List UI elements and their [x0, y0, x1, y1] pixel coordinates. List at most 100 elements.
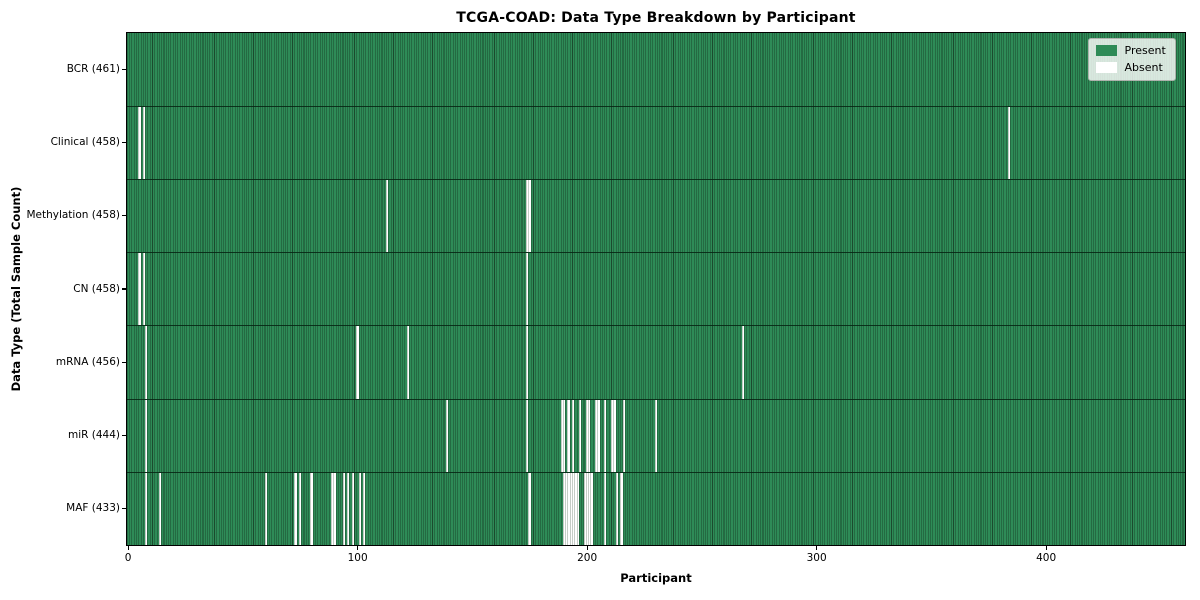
absent-cell — [264, 472, 267, 545]
y-tick-mark — [122, 434, 126, 436]
legend-item-absent: Absent — [1095, 60, 1166, 74]
absent-cell — [590, 472, 593, 545]
x-tick-mark — [1045, 546, 1047, 550]
y-tick-label: mRNA (456) — [55, 355, 120, 368]
absent-cell — [145, 399, 148, 472]
chart-title: TCGA-COAD: Data Type Breakdown by Partic… — [456, 10, 856, 26]
absent-cell — [145, 472, 148, 545]
y-tick-mark — [122, 361, 126, 363]
absent-cell — [585, 472, 589, 545]
x-tick-mark — [357, 546, 359, 550]
absent-cell — [588, 399, 591, 472]
absent-cell — [572, 472, 575, 545]
y-tick-label: Methylation (458) — [26, 209, 120, 222]
absent-cell — [356, 326, 359, 399]
absent-cell — [294, 472, 297, 545]
absent-cell — [138, 106, 141, 180]
y-tick-label: Clinical (458) — [50, 136, 120, 149]
absent-cell — [567, 472, 570, 545]
y-tick-mark — [122, 142, 126, 144]
x-tick-mark — [816, 546, 818, 550]
absent-cell — [604, 399, 607, 472]
absent-cell — [588, 472, 591, 545]
x-tick-label: 200 — [577, 552, 598, 564]
absent-cell — [620, 472, 623, 545]
legend-item-present: Present — [1095, 43, 1166, 57]
heatmap-rows — [126, 32, 1185, 545]
absent-cell — [562, 472, 566, 545]
y-tick-mark — [122, 507, 126, 510]
plot-area: Present Absent — [125, 31, 1186, 546]
absent-cell — [567, 399, 570, 472]
absent-cell — [526, 326, 529, 399]
absent-cell — [298, 472, 302, 545]
y-tick-label: MAF (433) — [66, 501, 120, 514]
heatmap-row-maf — [126, 471, 1185, 545]
absent-cell — [613, 399, 616, 472]
y-tick-mark — [122, 215, 126, 217]
absent-cell — [622, 399, 625, 472]
absent-cell — [611, 399, 614, 472]
absent-cell — [594, 399, 598, 472]
y-tick-label: CN (458) — [73, 282, 120, 295]
absent-cell — [386, 180, 389, 253]
absent-cell — [574, 472, 577, 545]
absent-cell — [526, 399, 529, 472]
heatmap-row-clinical — [126, 105, 1185, 180]
absent-cell — [654, 399, 657, 472]
absent-cell — [145, 326, 148, 399]
y-tick-label: miR (444) — [67, 428, 120, 441]
absent-cell — [310, 472, 313, 545]
heatmap-row-bcr — [126, 32, 1185, 106]
absent-cell — [526, 180, 529, 253]
absent-cell — [560, 399, 563, 472]
absent-cell — [142, 106, 146, 180]
absent-cell — [528, 472, 531, 545]
absent-cell — [569, 472, 573, 545]
x-tick-label: 100 — [347, 552, 368, 564]
y-tick-mark — [122, 288, 126, 290]
absent-cell — [578, 399, 582, 472]
absent-cell — [342, 472, 345, 545]
absent-cell — [142, 253, 146, 326]
absent-cell — [572, 399, 575, 472]
heatmap-row-cn — [126, 252, 1185, 326]
absent-cell — [347, 472, 350, 545]
absent-cell — [363, 472, 366, 545]
y-tick-label: BCR (461) — [66, 63, 120, 76]
absent-cell — [576, 472, 579, 545]
heatmap-row-mrna — [126, 325, 1185, 399]
legend: Present Absent — [1087, 37, 1176, 81]
x-tick-mark — [127, 546, 129, 550]
absent-cell — [526, 253, 529, 326]
absent-cell — [562, 399, 566, 472]
absent-cell — [333, 472, 336, 545]
absent-cell — [615, 472, 618, 545]
absent-cell — [138, 253, 141, 326]
present-swatch — [1095, 45, 1117, 57]
absent-cell — [1008, 106, 1011, 180]
x-tick-label: 400 — [1036, 552, 1057, 564]
x-tick-label: 300 — [806, 552, 827, 564]
heatmap-row-methylation — [126, 179, 1185, 253]
legend-label-absent: Absent — [1124, 60, 1163, 74]
absent-swatch — [1095, 62, 1117, 74]
absent-cell — [406, 326, 410, 399]
absent-cell — [445, 399, 449, 472]
absent-cell — [158, 472, 162, 545]
absent-cell — [741, 326, 745, 399]
absent-cell — [528, 180, 531, 253]
heatmap-row-mir — [126, 398, 1185, 472]
absent-cell — [351, 472, 354, 545]
absent-cell — [597, 399, 600, 472]
absent-cell — [585, 399, 589, 472]
absent-cell — [358, 472, 361, 545]
x-axis-label: Participant — [620, 571, 692, 585]
absent-cell — [331, 472, 334, 545]
x-tick-mark — [586, 546, 588, 550]
legend-label-present: Present — [1124, 43, 1166, 57]
absent-cell — [565, 472, 568, 545]
absent-cell — [583, 472, 586, 545]
absent-cell — [604, 472, 607, 545]
